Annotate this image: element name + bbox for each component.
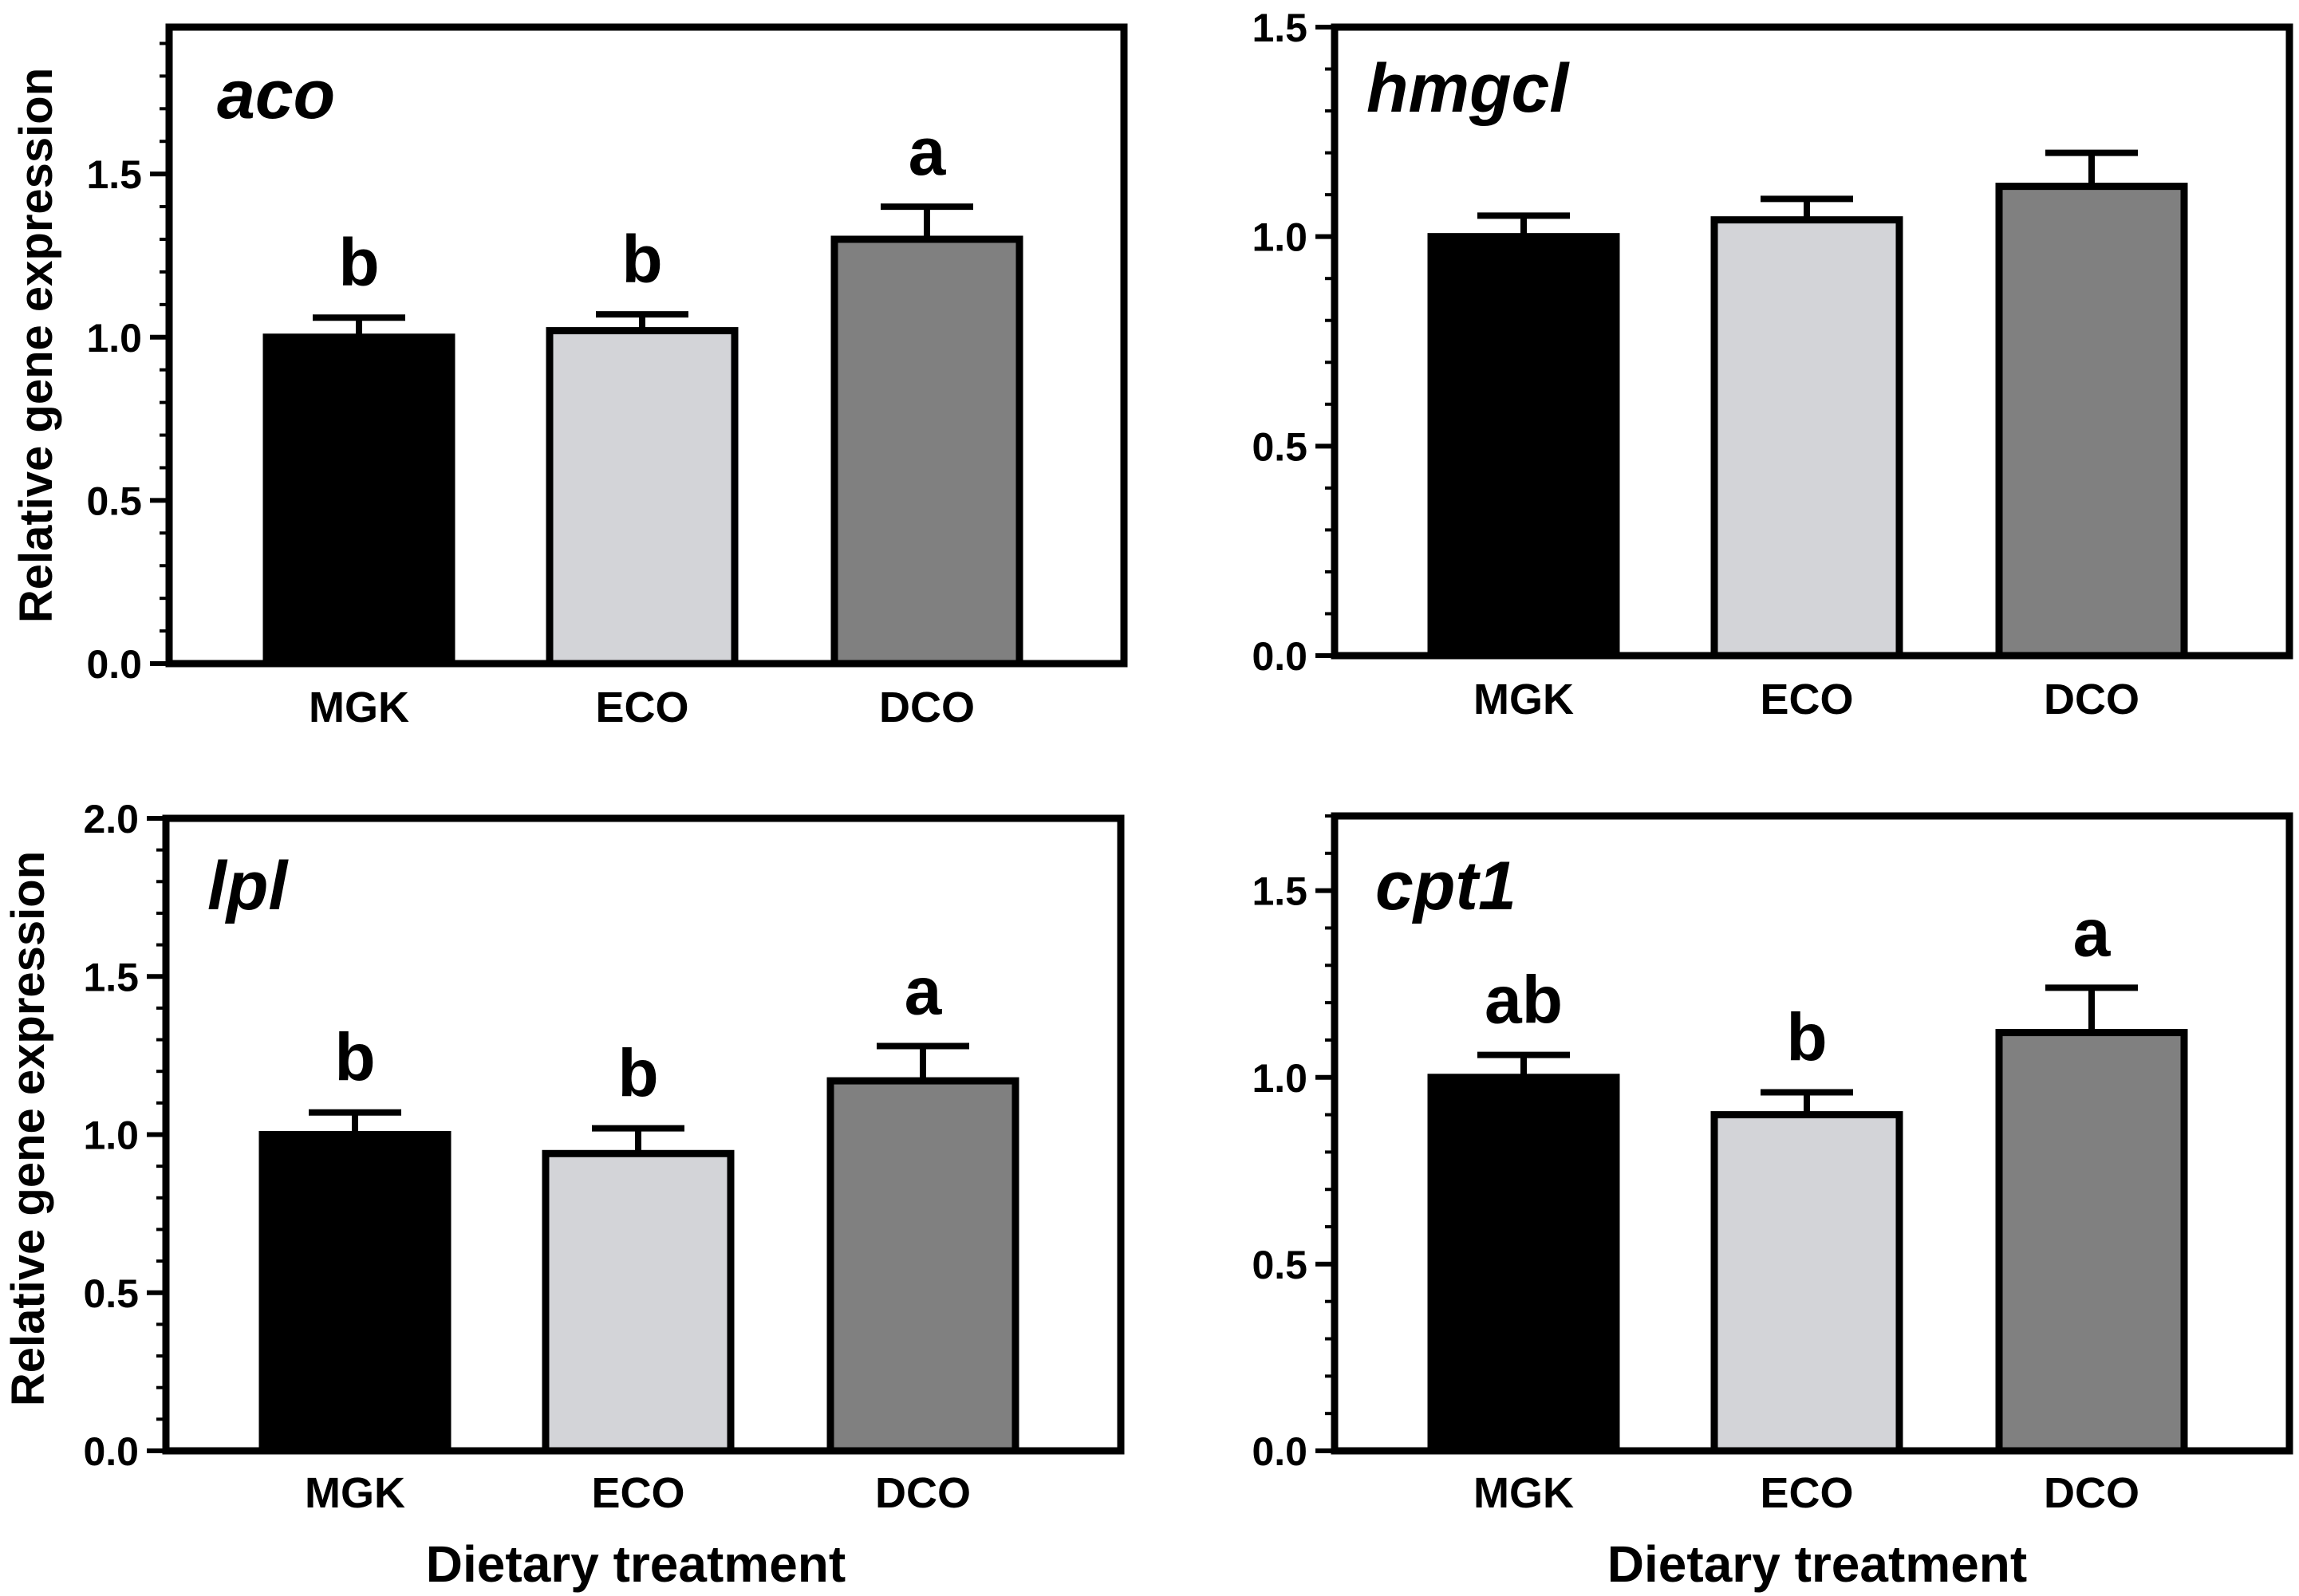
x-axis-label: Dietary treatment [1607,1535,2027,1593]
bar-dco [826,1077,1019,1455]
y-tick-label: 2.0 [83,797,139,841]
y-tick-label: 0.0 [1252,1429,1307,1474]
y-tick-label: 1.0 [1252,215,1307,260]
y-tick-label: 0.0 [86,642,142,687]
significance-letter: b [617,1036,658,1111]
y-tick-label: 1.5 [86,152,142,197]
gene-title: hmgcl [1366,50,1570,127]
significance-letter: a [909,114,947,189]
y-tick-label: 1.0 [1252,1056,1307,1101]
gene-title: aco [217,57,335,133]
y-tick-label: 1.5 [1252,869,1307,914]
y-tick-label: 1.5 [1252,6,1307,50]
y-tick-label: 1.0 [86,316,142,361]
x-axis-label: Dietary treatment [426,1535,846,1593]
bar-dco [1995,183,2188,660]
significance-letter: a [2073,895,2112,970]
y-axis-ticks: 0.0 0.5 1.0 1.5 [1252,6,1335,679]
y-tick-label: 0.0 [1252,634,1307,679]
significance-letter: b [334,1020,375,1095]
bar-series: ab b a [1427,895,2188,1455]
x-tick-label-mgk: MGK [1473,676,1574,723]
y-tick-label: 1.0 [83,1113,139,1158]
gene-title: cpt1 [1375,848,1516,924]
bar-series: b b a [262,114,1023,668]
x-tick-labels: MGK ECO DCO [1473,676,2139,723]
y-tick-label: 0.5 [83,1271,139,1316]
bar-eco [1710,1111,1903,1455]
x-tick-labels: MGK ECO DCO [309,684,975,731]
y-axis-ticks: 0.0 0.5 1.0 1.5 [86,41,169,687]
x-tick-label-dco: DCO [2044,1469,2139,1517]
gene-title: lpl [207,848,289,924]
bar-mgk [258,1131,452,1455]
y-tick-label: 1.5 [83,955,139,999]
x-tick-label-mgk: MGK [305,1469,405,1517]
y-axis-ticks: 0.0 0.5 1.0 1.5 2.0 [83,797,166,1474]
x-tick-labels: MGK ECO DCO [1473,1469,2139,1517]
significance-letter: b [1786,999,1827,1074]
y-axis-label: Relative gene expression [10,68,62,623]
bar-eco [542,1149,735,1455]
y-tick-label: 0.5 [1252,424,1307,469]
x-tick-label-dco: DCO [879,684,975,731]
bar-dco [830,235,1023,668]
significance-letter: b [338,225,379,300]
bar-dco [1995,1029,2188,1455]
chart-panel-cpt1: cpt1 0.0 0.5 1.0 1.5 ab b a MGK ECO DCO Dietary… [1252,812,2293,1593]
x-tick-label-dco: DCO [2044,676,2139,723]
y-axis-ticks: 0.0 0.5 1.0 1.5 [1252,814,1335,1474]
y-tick-label: 0.5 [1252,1243,1307,1287]
x-tick-label-dco: DCO [875,1469,971,1517]
significance-letter: ab [1485,963,1563,1038]
bar-mgk [1427,1074,1620,1455]
bar-series [1427,149,2188,660]
x-tick-label-eco: ECO [591,1469,684,1517]
chart-panel-aco: aco 0.0 0.5 1.0 1.5 b b a MGK ECO DCO Relative … [10,23,1128,731]
bar-eco [546,327,739,668]
bar-mgk [1427,233,1620,660]
y-axis-label: Relative gene expression [2,851,54,1406]
significance-letter: a [905,953,943,1028]
x-tick-labels: MGK ECO DCO [305,1469,971,1517]
chart-panel-hmgcl: hmgcl 0.0 0.5 1.0 1.5 MGK ECO DCO [1252,6,2293,723]
y-tick-label: 0.0 [83,1429,139,1474]
x-tick-label-mgk: MGK [1473,1469,1574,1517]
x-tick-label-eco: ECO [1760,1469,1853,1517]
x-tick-label-mgk: MGK [309,684,409,731]
x-tick-label-eco: ECO [595,684,688,731]
significance-letter: b [621,222,662,297]
x-tick-label-eco: ECO [1760,676,1853,723]
chart-panel-lpl: lpl 0.0 0.5 1.0 1.5 2.0 b b a MGK ECO DCO Relati… [2,797,1125,1593]
bar-mgk [262,333,455,668]
y-tick-label: 0.5 [86,479,142,523]
bar-series: b b a [258,953,1019,1455]
bar-eco [1710,216,1903,660]
